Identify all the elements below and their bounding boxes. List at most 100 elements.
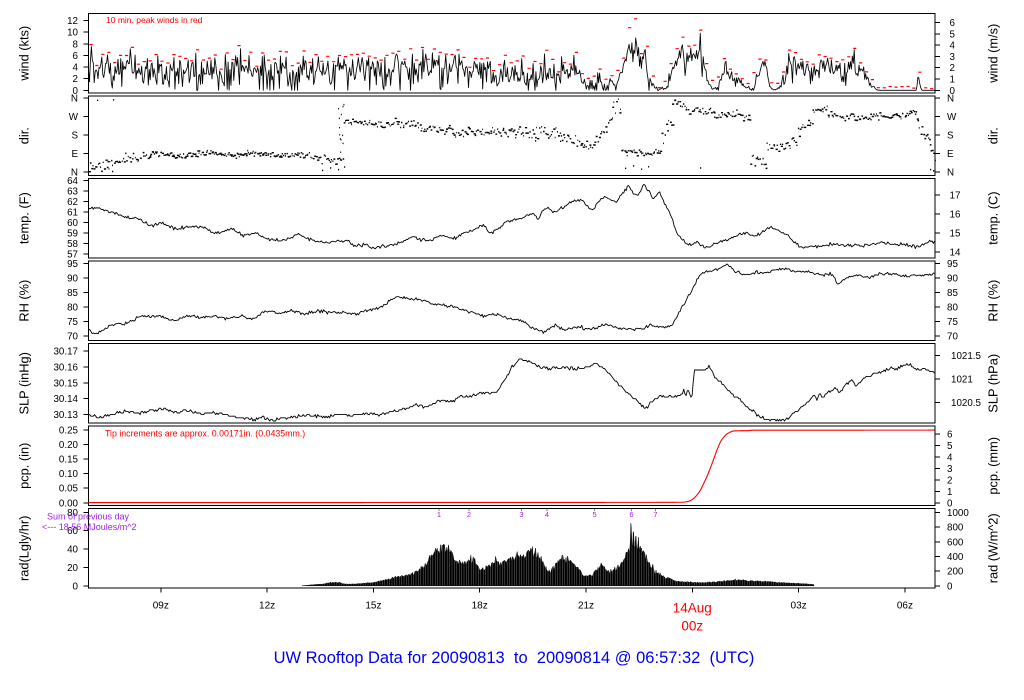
svg-text:RH (%): RH (%) [17,280,32,322]
svg-text:18z: 18z [472,601,488,612]
svg-text:0.25: 0.25 [59,426,79,437]
svg-text:UW Rooftop Data for 20090813: UW Rooftop Data for 20090813 to 20090814… [274,649,755,667]
svg-text:S: S [71,131,78,142]
svg-text:W: W [69,112,79,123]
svg-text:16: 16 [950,210,961,221]
svg-text:4: 4 [947,453,953,464]
svg-text:2: 2 [950,63,955,74]
svg-text:6: 6 [629,510,633,519]
svg-text:N: N [71,168,78,179]
svg-text:57: 57 [67,250,78,261]
svg-text:2: 2 [467,510,471,519]
svg-text:5: 5 [947,441,953,452]
svg-text:temp. (C): temp. (C) [986,192,1001,245]
svg-text:95: 95 [947,259,958,270]
svg-text:Tip increments are approx. 0.0: Tip increments are approx. 0.00171in. (0… [105,429,305,439]
svg-text:3: 3 [947,464,953,475]
svg-text:75: 75 [947,317,958,328]
svg-text:0.00: 0.00 [59,498,79,509]
svg-text:64: 64 [67,176,78,187]
svg-text:SLP (inHg): SLP (inHg) [17,352,32,414]
svg-text:S: S [947,131,954,142]
svg-text:10: 10 [67,28,78,39]
svg-text:E: E [71,149,78,160]
svg-text:400: 400 [947,552,964,563]
svg-text:30.16: 30.16 [53,362,78,373]
svg-text:0.15: 0.15 [59,455,79,466]
svg-text:RH (%): RH (%) [986,280,1001,322]
svg-text:60: 60 [67,526,78,537]
svg-text:12: 12 [67,16,78,27]
svg-text:06z: 06z [897,601,913,612]
svg-text:0: 0 [947,581,953,592]
svg-text:80: 80 [947,303,958,314]
svg-text:1000: 1000 [947,508,969,519]
svg-text:75: 75 [67,317,78,328]
svg-text:63: 63 [67,186,78,197]
svg-text:2: 2 [73,74,78,85]
svg-text:rad (W/m^2): rad (W/m^2) [986,513,1001,583]
svg-text:200: 200 [947,567,964,578]
svg-text:SLP (hPa): SLP (hPa) [986,354,1001,413]
svg-text:E: E [947,149,954,160]
svg-text:0.05: 0.05 [59,484,79,495]
svg-text:0: 0 [947,498,953,509]
svg-text:70: 70 [67,332,78,343]
svg-text:85: 85 [947,288,958,299]
svg-text:00z: 00z [681,619,703,634]
svg-text:60: 60 [67,218,78,229]
svg-text:N: N [947,168,954,179]
svg-text:temp. (F): temp. (F) [17,192,32,244]
svg-text:5: 5 [593,510,597,519]
svg-text:30.15: 30.15 [53,378,78,389]
svg-text:7: 7 [653,510,657,519]
svg-text:4: 4 [950,41,956,52]
svg-text:4: 4 [545,510,549,519]
svg-text:wind (kts): wind (kts) [17,26,32,82]
svg-text:80: 80 [67,508,78,519]
svg-text:N: N [947,94,954,105]
svg-text:12z: 12z [259,601,275,612]
svg-text:0: 0 [73,581,79,592]
svg-text:15z: 15z [365,601,381,612]
svg-text:30.17: 30.17 [53,346,78,357]
svg-text:15: 15 [950,229,961,240]
svg-text:59: 59 [67,229,78,240]
svg-text:0: 0 [950,86,956,97]
svg-text:14: 14 [950,248,961,259]
svg-text:0.20: 0.20 [59,440,79,451]
svg-text:1: 1 [950,75,955,86]
svg-text:1: 1 [437,510,441,519]
svg-text:1020.5: 1020.5 [951,398,982,409]
svg-text:30.14: 30.14 [53,394,78,405]
svg-text:1021: 1021 [951,374,973,385]
svg-text:rad(Lgly/hr): rad(Lgly/hr) [17,516,32,581]
svg-text:6: 6 [73,51,79,62]
svg-text:30.13: 30.13 [53,410,78,421]
svg-text:80: 80 [67,303,78,314]
svg-text:6: 6 [950,18,956,29]
svg-text:3: 3 [519,510,523,519]
svg-text:8: 8 [73,39,79,50]
svg-text:90: 90 [67,274,78,285]
svg-text:21z: 21z [578,601,594,612]
svg-text:3: 3 [950,52,956,63]
svg-text:0: 0 [73,86,79,97]
svg-text:0.10: 0.10 [59,469,79,480]
svg-text:Sum of previous day: Sum of previous day [47,512,130,522]
svg-text:dir.: dir. [17,127,32,144]
svg-text:dir.: dir. [986,127,1001,144]
svg-text:14Aug: 14Aug [673,601,712,616]
svg-text:70: 70 [947,332,958,343]
svg-text:1: 1 [947,487,952,498]
svg-text:pcp. (in): pcp. (in) [17,443,32,489]
svg-text:N: N [71,94,78,105]
svg-text:95: 95 [67,259,78,270]
svg-text:20: 20 [67,563,78,574]
svg-text:85: 85 [67,288,78,299]
svg-text:40: 40 [67,545,78,556]
svg-text:<--- 18.56 MJoules/m^2: <--- 18.56 MJoules/m^2 [42,522,137,532]
svg-text:90: 90 [947,274,958,285]
svg-text:5: 5 [950,29,956,40]
svg-text:62: 62 [67,197,78,208]
